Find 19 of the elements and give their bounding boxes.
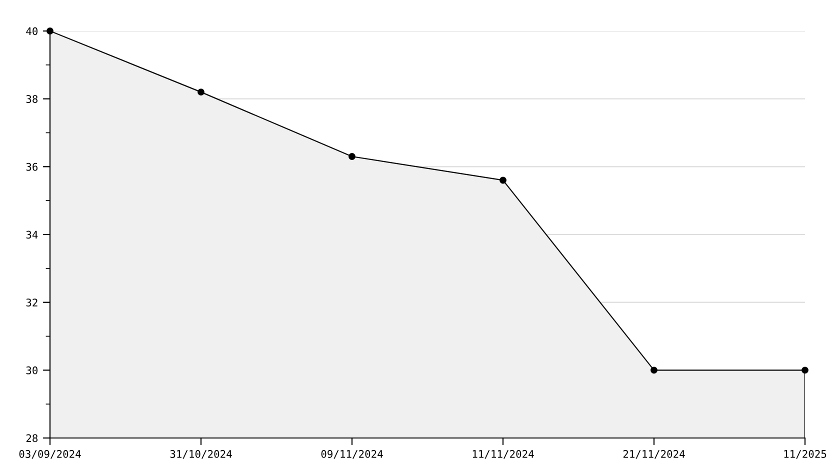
point bbox=[198, 88, 204, 96]
point bbox=[650, 366, 658, 374]
y-tick-label: 32 bbox=[26, 298, 38, 306]
y-tick-label: 28 bbox=[26, 434, 38, 442]
x-tick-label: 11/11/2024 bbox=[472, 450, 534, 459]
x-tick-label: 31/10/2024 bbox=[170, 450, 232, 459]
point bbox=[46, 28, 54, 34]
x-tick-label: 03/09/2024 bbox=[19, 450, 81, 459]
y-tick-label: 34 bbox=[26, 230, 38, 239]
y-tick-label: 30 bbox=[26, 366, 38, 374]
point bbox=[348, 153, 356, 160]
y-tick-label: 36 bbox=[26, 162, 38, 171]
x-tick-label: 09/11/2024 bbox=[321, 450, 383, 459]
x-tick-label: 21/11/2024 bbox=[623, 450, 685, 459]
y-tick-label: 40 bbox=[26, 27, 38, 36]
y-tick-label: 38 bbox=[26, 95, 38, 103]
point bbox=[500, 176, 506, 184]
x-tick-label: 11/2025 bbox=[784, 450, 826, 459]
point bbox=[802, 366, 808, 374]
